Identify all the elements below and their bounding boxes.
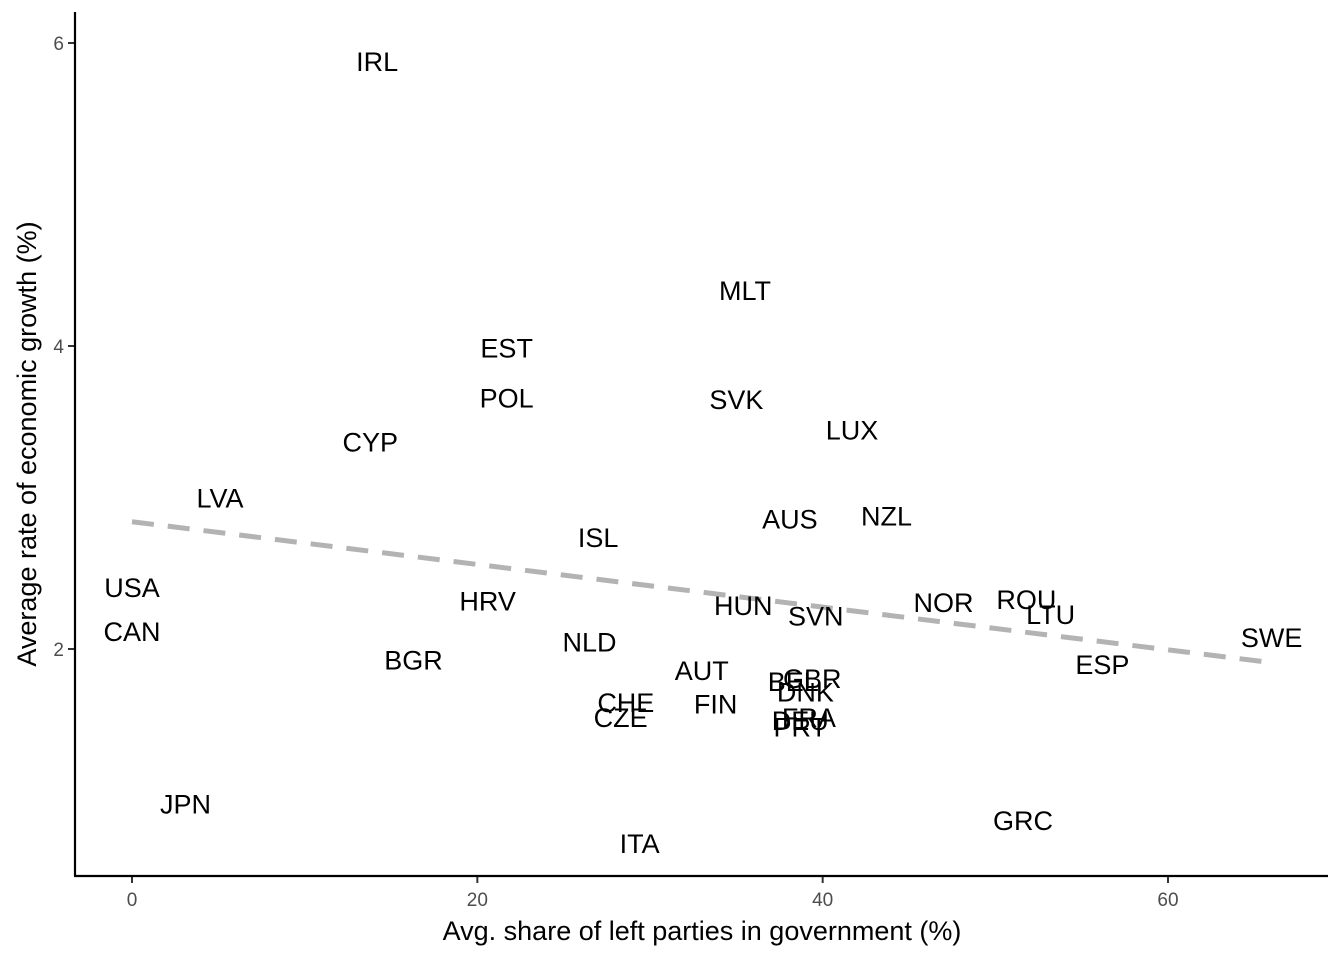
point-label-nzl: NZL	[861, 502, 912, 532]
point-label-bel: BEL	[768, 667, 819, 697]
point-label-usa: USA	[104, 573, 160, 603]
point-label-esp: ESP	[1075, 650, 1129, 680]
point-label-cze: CZE	[594, 703, 648, 733]
point-label-dnk: DNK	[777, 677, 834, 707]
point-label-swe: SWE	[1241, 623, 1303, 653]
y-tick-label: 2	[53, 640, 64, 661]
point-label-hrv: HRV	[459, 587, 516, 617]
point-label-nld: NLD	[563, 627, 617, 657]
ticks: 0 20 40 60 2 4 6	[53, 34, 1178, 911]
point-label-pol: POL	[480, 384, 534, 414]
point-label-ltu: LTU	[1026, 600, 1075, 630]
point-label-rou: ROU	[996, 585, 1056, 615]
point-label-che: CHE	[597, 688, 654, 718]
point-labels: IRL MLT EST POL SVK LUX CYP LVA NZL AUS ISL USA HRV R…	[103, 47, 1302, 859]
point-label-deu: DEU	[772, 706, 829, 736]
point-label-fin: FIN	[694, 690, 738, 720]
point-label-prt: PRT	[773, 712, 827, 742]
point-label-aus: AUS	[762, 505, 818, 535]
point-label-grc: GRC	[993, 806, 1053, 836]
y-axis-title: Average rate of economic growth (%)	[12, 221, 42, 666]
trend-line	[131, 519, 1272, 666]
point-label-mlt: MLT	[719, 276, 771, 306]
point-label-cyp: CYP	[343, 427, 399, 457]
x-axis-title: Avg. share of left parties in government…	[443, 916, 962, 946]
point-label-svn: SVN	[788, 602, 844, 632]
point-label-lux: LUX	[826, 415, 879, 445]
point-label-lva: LVA	[197, 484, 244, 514]
x-tick-label: 0	[127, 890, 138, 911]
point-label-est: EST	[480, 334, 533, 364]
point-label-aut: AUT	[675, 656, 729, 686]
point-label-fra: FRA	[782, 703, 836, 733]
y-tick-label: 6	[53, 34, 64, 55]
point-label-svk: SVK	[709, 385, 763, 415]
point-label-irl: IRL	[356, 47, 398, 77]
point-label-nor: NOR	[914, 588, 974, 618]
point-label-bgr: BGR	[384, 646, 443, 676]
x-tick-label: 40	[812, 890, 833, 911]
point-label-isl: ISL	[578, 523, 619, 553]
point-label-can: CAN	[103, 617, 160, 647]
x-tick-label: 60	[1157, 890, 1178, 911]
point-label-jpn: JPN	[160, 790, 211, 820]
point-label-gbr: GBR	[783, 664, 842, 694]
point-label-hun: HUN	[714, 591, 773, 621]
point-label-ita: ITA	[620, 829, 660, 859]
x-tick-label: 20	[467, 890, 488, 911]
y-tick-label: 4	[53, 337, 64, 358]
